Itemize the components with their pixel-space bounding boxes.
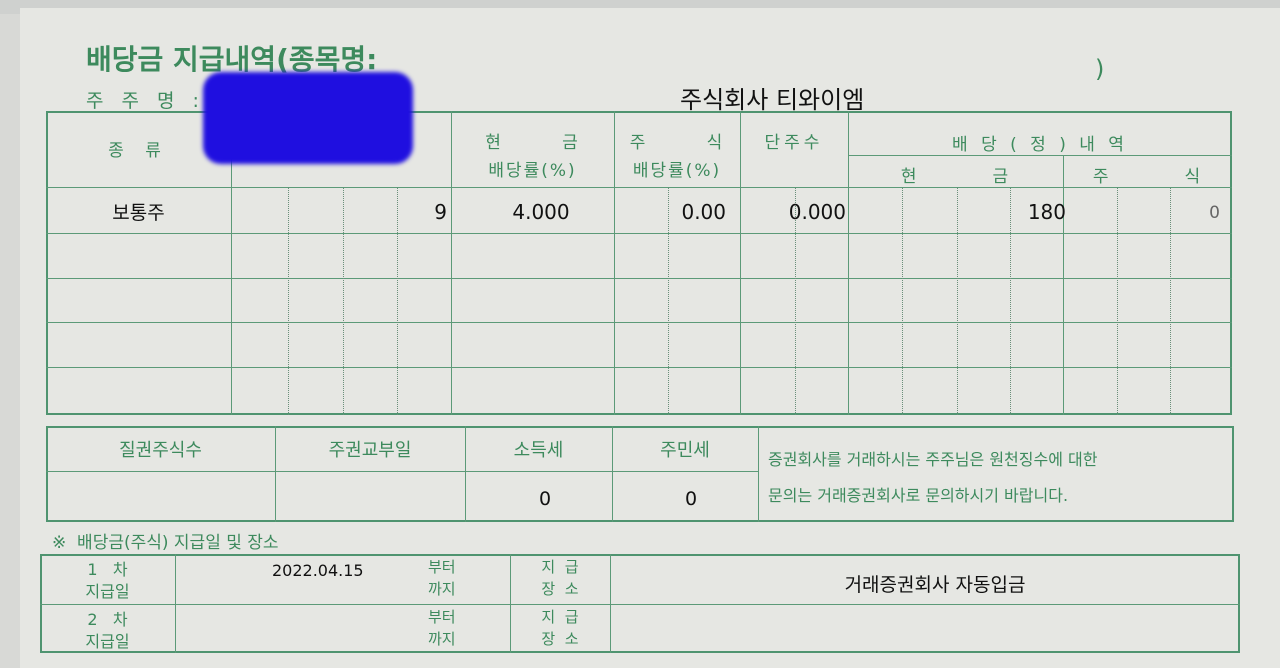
header-income-tax: 소득세 bbox=[513, 440, 564, 461]
payment-place: 거래증권회사 자동입금 bbox=[844, 574, 1026, 596]
header-cash-rate-top: 현 금 bbox=[485, 133, 580, 153]
payment-table bbox=[40, 554, 1240, 653]
place-label-top: 지 급 bbox=[541, 558, 579, 576]
header-resident-tax: 주민세 bbox=[660, 440, 710, 461]
round-label: 2 차 bbox=[87, 610, 128, 629]
from-label: 부터 bbox=[428, 558, 456, 576]
company-name: 주식회사 티와이엠 bbox=[680, 86, 865, 114]
cell-fraction: 0.000 bbox=[788, 200, 846, 224]
title-close-paren: ) bbox=[1095, 55, 1105, 83]
notice-line-2: 문의는 거래증권회사로 문의하시기 바랍니다. bbox=[768, 486, 1069, 505]
header-type: 종 류 bbox=[108, 141, 169, 161]
tax-table bbox=[46, 426, 1234, 522]
header-detail-stock: 주 식 bbox=[1092, 167, 1203, 187]
header-fraction: 단주수 bbox=[764, 133, 824, 153]
cell-type: 보통주 bbox=[112, 202, 165, 224]
header-detail-cash: 현 금 bbox=[900, 167, 1011, 187]
payment-note: ※ 배당금(주식) 지급일 및 장소 bbox=[52, 533, 279, 553]
payment-date-label: 지급일 bbox=[85, 632, 130, 651]
to-label: 까지 bbox=[428, 630, 456, 648]
redaction-mark bbox=[203, 72, 413, 164]
document-title: 배당금 지급내역(종목명: bbox=[86, 43, 378, 76]
place-label-top: 지 급 bbox=[541, 608, 579, 626]
to-label: 까지 bbox=[428, 580, 456, 598]
header-stock-rate-bottom: 배당률(%) bbox=[632, 161, 722, 181]
cell-stock-rate: 0.00 bbox=[681, 200, 726, 224]
header-detail: 배 당 ( 정 ) 내 역 bbox=[952, 135, 1128, 155]
dividend-table bbox=[46, 111, 1232, 415]
header-certificate-date: 주권교부일 bbox=[328, 440, 412, 461]
payment-date: 2022.04.15 bbox=[272, 561, 364, 580]
header-pledged-shares: 질권주식수 bbox=[119, 440, 202, 461]
cell-shares: 9 bbox=[434, 200, 447, 224]
place-label-bottom: 장 소 bbox=[541, 630, 579, 648]
resident-tax-value: 0 bbox=[684, 488, 698, 510]
income-tax-value: 0 bbox=[538, 488, 552, 510]
header-cash-rate-bottom: 배당률(%) bbox=[488, 161, 577, 181]
header-stock-rate-top: 주 식 bbox=[629, 133, 725, 153]
cell-cash-amount: 180 bbox=[1027, 200, 1066, 224]
payment-date-label: 지급일 bbox=[85, 582, 130, 601]
round-label: 1 차 bbox=[87, 560, 128, 579]
shareholder-label: 주 주 명 : bbox=[86, 90, 205, 112]
notice-line-1: 증권회사를 거래하시는 주주님은 원천징수에 대한 bbox=[768, 450, 1098, 469]
cell-cash-rate: 4.000 bbox=[512, 200, 570, 224]
cell-stock-amount: 0 bbox=[1209, 203, 1220, 223]
from-label: 부터 bbox=[428, 608, 456, 626]
place-label-bottom: 장 소 bbox=[541, 580, 579, 598]
